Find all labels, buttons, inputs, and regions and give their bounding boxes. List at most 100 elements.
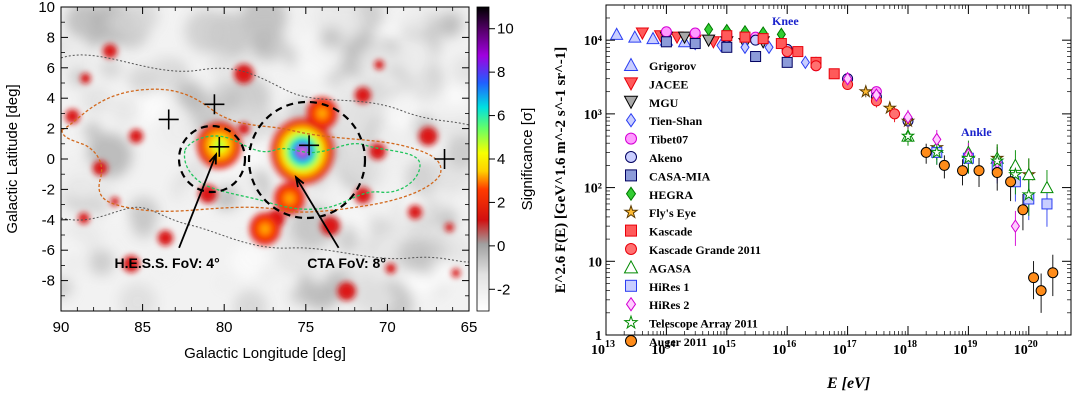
colorbar-label: Significance [σ] [519,108,536,211]
legend-item: Fly's Eye [623,204,697,220]
data-point [721,41,733,53]
legend-item: Tien-Shan [625,112,702,128]
data-point [646,31,660,45]
data-point [858,84,874,98]
legend-label: Kascade Grande 2011 [649,243,761,257]
y-tick-label: 10² [584,182,602,197]
y-tick-label: 4 [47,90,55,107]
colorbar-tick-label: 8 [497,64,505,81]
spectrum-points [609,22,1059,297]
y-tick-label: 10⁴ [584,34,603,49]
data-point [792,46,804,58]
legend-label: Tien-Shan [649,114,702,128]
data-point [740,40,750,55]
y-axis-label: Galactic Latitude [deg] [4,84,21,233]
source-marker [299,135,320,156]
data-point [704,22,714,37]
orange-contour [61,88,442,213]
data-point [920,146,932,158]
legend-label: HEGRA [649,188,693,202]
y-tick-label: 2 [47,121,55,138]
data-point [889,108,901,120]
x-axis-label: Galactic Longitude [deg] [184,345,346,362]
gray-contour-upper [61,54,469,126]
colorbar-tick-label: -2 [497,281,510,298]
hot-spot [272,180,307,217]
data-point [810,60,822,72]
data-point [989,153,1005,168]
series-telescope-array-2011 [900,128,1037,201]
fov-label: CTA FoV: 8° [307,255,386,271]
data-point [1017,204,1029,216]
series-kascade-grande-2011 [781,46,901,120]
y-tick-label: 10 [38,0,55,16]
legend-item: Tibet07 [625,132,688,147]
spectrum-axes: 1013 1014 1015 1016 1017 1018 1019 1020 1 10 10² 10… [553,4,1072,392]
legend-item: Kascade Grande 2011 [625,243,761,257]
data-point [609,27,624,40]
y-tick-label: -8 [42,273,55,290]
x-tick-label: 1020 [1014,339,1038,358]
series-agasa [901,129,1054,194]
data-point [781,56,793,68]
data-point [929,144,945,159]
legend-label: AGASA [649,261,691,275]
data-point [1008,166,1023,181]
legend-item: Auger 2011 [625,335,707,349]
data-point [750,51,762,63]
data-point [627,30,642,43]
legend-label: JACEE [649,77,688,91]
x-tick-label: 1019 [953,339,977,358]
x-tick-label: 1016 [772,339,796,358]
data-point [903,110,913,125]
y-tick-label: 8 [47,29,55,46]
y-axis-label: E^2.6 F(E) [GeV^1.6 m^-2 s^-1 sr^-1] [553,47,569,293]
data-point [991,167,1003,179]
data-point [764,40,774,55]
x-tick-label: 1015 [712,339,736,358]
y-tick-label: -4 [42,212,55,229]
y-tick-label: 1 [595,329,602,344]
data-point [1005,176,1017,188]
data-point [781,46,793,58]
data-point [635,27,650,41]
data-point [973,165,985,177]
data-point [689,27,701,39]
colorbar-tick-label: 6 [497,108,505,125]
y-tick-label: -2 [42,181,55,198]
legend-label: Auger 2011 [649,335,707,349]
data-point [660,26,672,38]
x-tick-label: 65 [461,319,478,336]
legend-item: Akeno [625,151,682,165]
data-point [1041,198,1053,210]
x-tick-label: 1013 [591,339,615,358]
legend-item: JACEE [623,77,688,91]
spectrum-labels: Knee Ankle [772,14,992,139]
source-markers [158,94,455,169]
x-tick-label: 90 [53,319,70,336]
spectrum-error-bars [847,75,1054,313]
knee-label: Knee [772,14,799,28]
data-point [677,31,692,45]
legend-label: CASA-MIA [649,169,711,183]
legend-item: HiRes 2 [625,296,689,312]
colorbar-tick-label: 4 [497,151,505,168]
colorbar [476,6,490,312]
legend-label: Tibet07 [649,133,688,147]
y-tick-label: 10³ [584,108,602,123]
y-tick-label: 6 [47,60,55,77]
data-point [900,128,916,143]
series-akeno [721,31,914,127]
cta-fov-circle [247,100,367,220]
fov-arrows [178,151,340,249]
legend-item: MGU [623,95,679,110]
y-tick-label: -6 [42,242,55,259]
data-point [721,30,733,42]
legend-label: HiRes 1 [649,280,689,294]
data-point [775,38,787,50]
data-point [800,55,810,70]
hot-spot [305,95,340,132]
data-point [1047,267,1059,279]
legend-item: Grigorov [623,57,696,73]
